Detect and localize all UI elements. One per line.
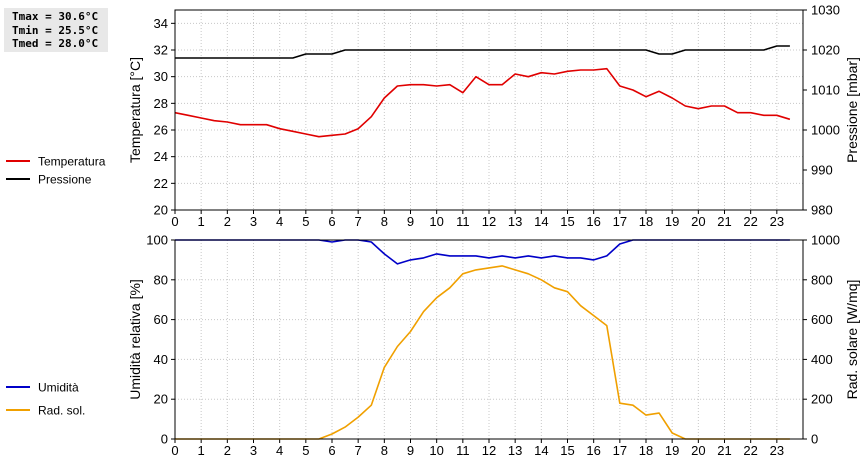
y-axis-label-left: Temperatura [°C] xyxy=(127,57,143,163)
y-tick-label-left: 22 xyxy=(154,176,168,191)
y-tick-label-right: 0 xyxy=(811,432,818,447)
tmed-text: Tmed = 28.0°C xyxy=(12,37,99,50)
x-tick-label: 8 xyxy=(381,214,388,229)
x-tick-label: 14 xyxy=(534,214,548,229)
x-tick-label: 17 xyxy=(613,443,627,458)
x-tick-label: 2 xyxy=(224,443,231,458)
x-tick-label: 19 xyxy=(665,214,679,229)
series-line-temperatura xyxy=(174,67,791,138)
x-tick-label: 22 xyxy=(743,443,757,458)
y-tick-label-right: 1030 xyxy=(811,3,840,18)
tmin-text: Tmin = 25.5°C xyxy=(12,23,99,37)
y-tick-label-left: 100 xyxy=(146,233,168,248)
x-tick-label: 16 xyxy=(586,443,600,458)
x-tick-label: 15 xyxy=(560,443,574,458)
x-tick-label: 0 xyxy=(171,443,178,458)
x-tick-label: 6 xyxy=(328,214,335,229)
x-tick-label: 2 xyxy=(224,214,231,229)
x-tick-label: 18 xyxy=(639,443,653,458)
legend-label: Temperatura xyxy=(38,155,106,169)
x-tick-label: 9 xyxy=(407,443,414,458)
x-tick-label: 4 xyxy=(276,214,283,229)
x-tick-label: 12 xyxy=(482,443,496,458)
x-tick-label: 18 xyxy=(639,214,653,229)
y-tick-label-left: 32 xyxy=(154,43,168,58)
x-tick-label: 12 xyxy=(482,214,496,229)
x-tick-label: 23 xyxy=(770,214,784,229)
y-tick-label-left: 20 xyxy=(154,392,168,407)
y-tick-label-right: 990 xyxy=(811,163,833,178)
y-tick-label-left: 26 xyxy=(154,123,168,138)
x-tick-label: 17 xyxy=(613,214,627,229)
y-tick-label-left: 28 xyxy=(154,96,168,111)
y-tick-label-left: 34 xyxy=(154,16,168,31)
x-tick-label: 19 xyxy=(665,443,679,458)
x-tick-label: 16 xyxy=(586,214,600,229)
x-tick-label: 13 xyxy=(508,443,522,458)
y-tick-label-left: 24 xyxy=(154,149,168,164)
y-tick-label-left: 0 xyxy=(161,432,168,447)
x-tick-label: 5 xyxy=(302,214,309,229)
y-tick-label-left: 80 xyxy=(154,272,168,287)
plot-frame xyxy=(174,9,804,211)
y-tick-label-right: 800 xyxy=(811,272,833,287)
plot-frame xyxy=(174,239,804,440)
y-tick-label-right: 1000 xyxy=(811,123,840,138)
x-tick-label: 21 xyxy=(717,214,731,229)
legend-label: Rad. sol. xyxy=(38,404,85,418)
x-tick-label: 5 xyxy=(302,443,309,458)
y-axis-label-left: Umidità relativa [%] xyxy=(127,279,143,400)
y-tick-label-left: 60 xyxy=(154,312,168,327)
legend-label: Umidità xyxy=(38,381,79,395)
y-tick-label-right: 1020 xyxy=(811,43,840,58)
y-tick-label-left: 20 xyxy=(154,203,168,218)
x-tick-label: 10 xyxy=(429,443,443,458)
x-tick-label: 20 xyxy=(691,214,705,229)
x-tick-label: 14 xyxy=(534,443,548,458)
x-tick-label: 1 xyxy=(198,214,205,229)
y-tick-label-right: 1000 xyxy=(811,233,840,248)
x-tick-label: 11 xyxy=(456,214,470,229)
x-tick-label: 10 xyxy=(429,214,443,229)
y-tick-label-right: 1010 xyxy=(811,83,840,98)
y-tick-label-right: 600 xyxy=(811,312,833,327)
stats-box: Tmax = 30.6°C Tmin = 25.5°C Tmed = 28.0°C xyxy=(4,8,108,52)
y-tick-label-left: 30 xyxy=(154,69,168,84)
x-tick-label: 21 xyxy=(717,443,731,458)
x-tick-label: 3 xyxy=(250,443,257,458)
tmax-text: Tmax = 30.6°C xyxy=(12,10,99,23)
x-tick-label: 22 xyxy=(743,214,757,229)
x-tick-label: 11 xyxy=(456,443,470,458)
x-tick-label: 7 xyxy=(355,443,362,458)
x-tick-label: 3 xyxy=(250,214,257,229)
x-tick-label: 9 xyxy=(407,214,414,229)
x-tick-label: 6 xyxy=(328,443,335,458)
y-tick-label-right: 400 xyxy=(811,352,833,367)
y-tick-label-right: 980 xyxy=(811,203,833,218)
x-tick-label: 8 xyxy=(381,443,388,458)
x-tick-label: 23 xyxy=(770,443,784,458)
x-tick-label: 13 xyxy=(508,214,522,229)
x-tick-label: 15 xyxy=(560,214,574,229)
y-tick-label-right: 200 xyxy=(811,392,833,407)
x-tick-label: 4 xyxy=(276,443,283,458)
legend-label: Pressione xyxy=(38,173,92,187)
y-axis-label-right: Rad. solare [W/mq] xyxy=(844,280,860,400)
x-tick-label: 7 xyxy=(355,214,362,229)
series-line-pressione xyxy=(175,45,790,59)
x-tick-label: 1 xyxy=(198,443,205,458)
x-tick-label: 20 xyxy=(691,443,705,458)
x-tick-label: 0 xyxy=(171,214,178,229)
y-axis-label-right: Pressione [mbar] xyxy=(844,57,860,163)
y-tick-label-left: 40 xyxy=(154,352,168,367)
